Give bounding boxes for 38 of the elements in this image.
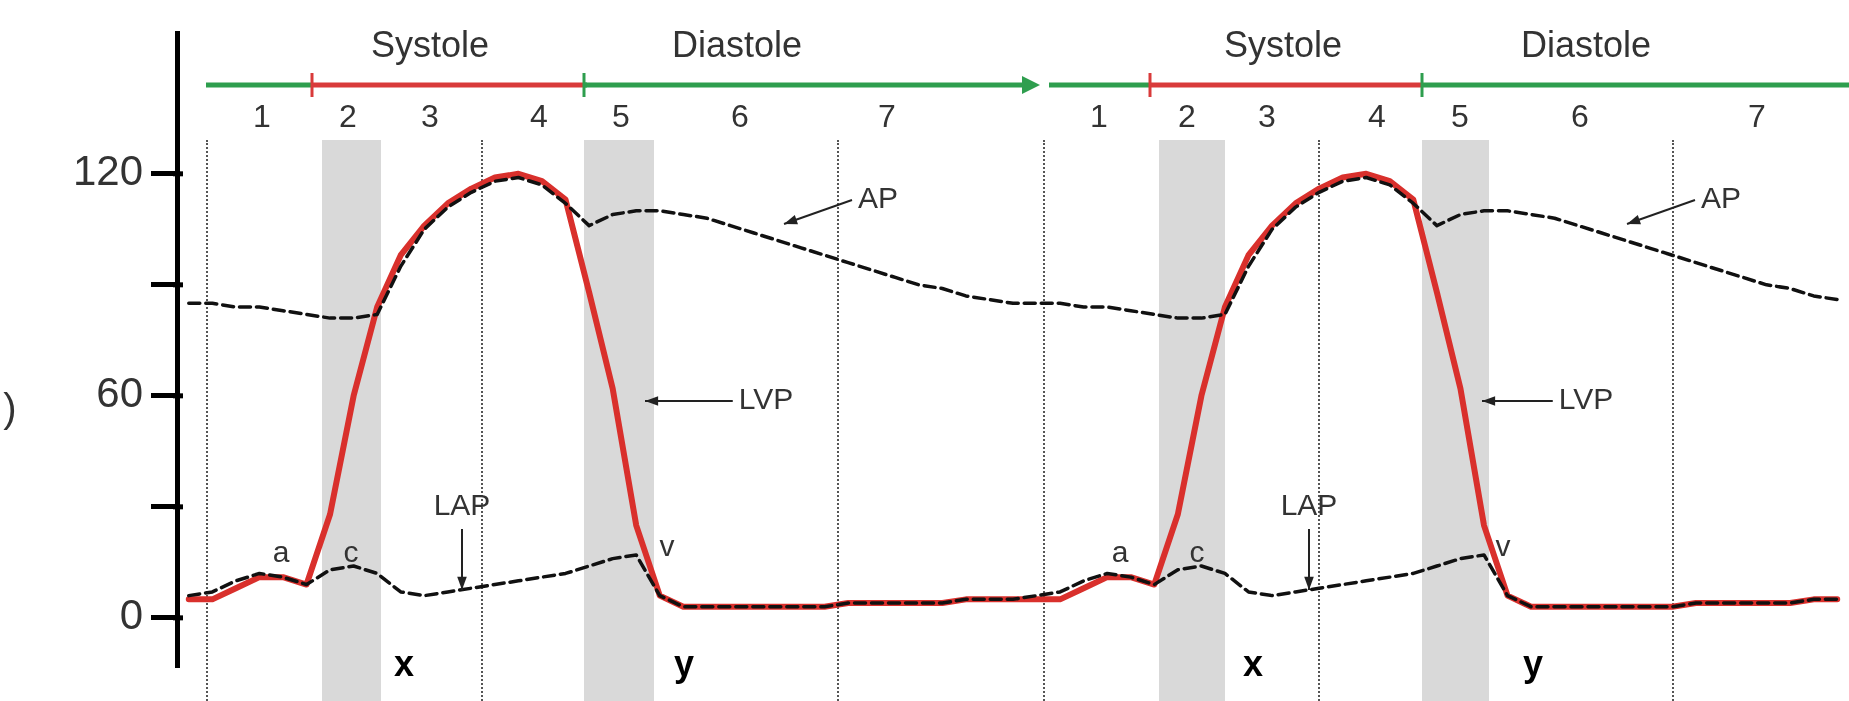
annotation: 5 [612,97,630,134]
annotation: 3 [1258,97,1276,134]
annotation: 6 [1571,97,1589,134]
y-axis-title: ) [3,385,17,430]
annotation: 2 [339,97,357,134]
annotation: 7 [1748,97,1766,134]
annotation: 7 [878,97,896,134]
annotation: Systole [1223,23,1343,65]
annotation: c [1189,535,1205,569]
annotation: c [343,535,359,569]
annotation: AP [1700,181,1742,215]
y-tick-label: 60 [96,369,143,417]
annotation: LAP [1280,488,1338,522]
annotation: LVP [738,382,794,416]
y-tick-label: 0 [119,591,143,639]
annotation: 1 [253,97,271,134]
annotation: y [673,642,695,684]
annotation: 2 [1178,97,1196,134]
annotation: a [272,535,290,569]
annotation: v [659,529,675,563]
annotation: LAP [433,488,491,522]
y-tick-label: 120 [72,147,143,195]
annotation: 1 [1090,97,1108,134]
annotation: Systole [370,23,490,65]
annotation: LVP [1558,382,1614,416]
annotation: 3 [421,97,439,134]
annotation: AP [857,181,899,215]
annotation: 4 [1368,97,1386,134]
annotation: a [1111,535,1129,569]
annotation: v [1495,529,1511,563]
annotation: Diastole [671,23,803,65]
annotation: x [1242,642,1264,684]
annotation: Diastole [1520,23,1652,65]
annotation: x [393,642,415,684]
annotation: 4 [530,97,548,134]
annotation: 6 [731,97,749,134]
annotation: 5 [1451,97,1469,134]
annotation: y [1522,642,1544,684]
